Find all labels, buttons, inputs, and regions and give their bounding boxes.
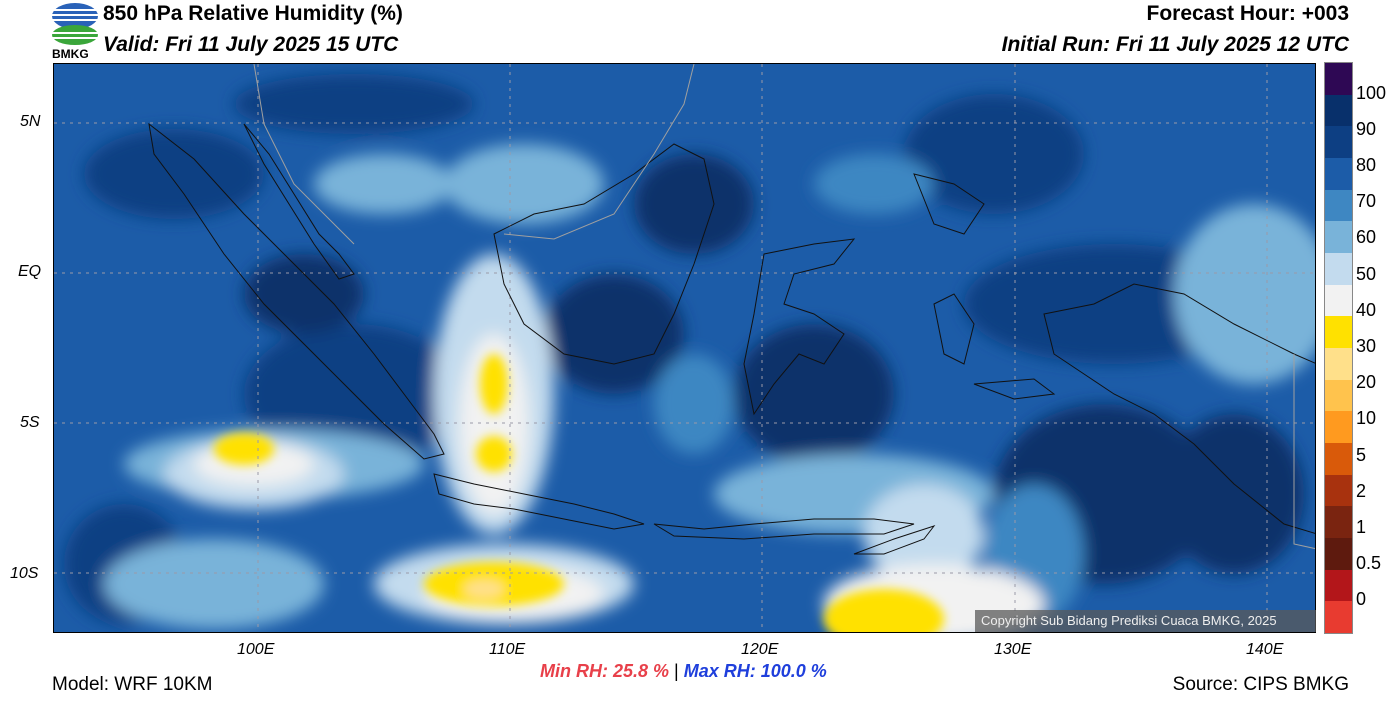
colorbar-cell: [1325, 569, 1352, 602]
colorbar-cell: [1325, 189, 1352, 222]
colorbar-label: 90: [1356, 118, 1377, 139]
colorbar-label: 5: [1356, 444, 1367, 465]
minmax-readout: Min RH: 25.8 % | Max RH: 100.0 %: [540, 661, 827, 682]
colorbar-label: 50: [1356, 263, 1377, 284]
lon-label-120e: 120E: [741, 641, 779, 658]
colorbar-cell: [1325, 221, 1352, 253]
colorbar-label: 100: [1356, 82, 1387, 103]
colorbar-label: 30: [1356, 336, 1377, 356]
colorbar-cell: [1325, 316, 1352, 348]
lon-label-110e: 110E: [489, 641, 526, 658]
colorbar-cell: [1325, 474, 1352, 507]
colorbar-label: 40: [1356, 299, 1377, 320]
valid-time: Valid: Fri 11 July 2025 15 UTC: [103, 33, 399, 56]
dry-patches: [214, 354, 944, 632]
colorbar-label: 60: [1356, 227, 1377, 248]
colorbar-cell: [1325, 126, 1352, 158]
colorbar-cell: [1325, 252, 1352, 285]
map-canvas: [54, 64, 1315, 632]
colorbar-label: 0: [1356, 589, 1367, 610]
colorbar-cell: [1325, 601, 1352, 633]
lon-label-100e: 100E: [237, 641, 275, 658]
lat-label-10s: 10S: [10, 565, 39, 582]
bmkg-logo: [50, 2, 100, 60]
colorbar-cell: [1325, 379, 1352, 412]
colorbar-cell: [1325, 63, 1352, 95]
colorbar-cell: [1325, 506, 1352, 538]
colorbar-label: 70: [1356, 191, 1377, 212]
source-label: Source: CIPS BMKG: [1172, 674, 1349, 695]
colorbar-label: 10: [1356, 408, 1377, 429]
colorbar-cell: [1325, 94, 1352, 127]
forecast-hour: Forecast Hour: +003: [1146, 2, 1350, 25]
colorbar-label: 80: [1356, 155, 1377, 176]
minmax-separator: |: [674, 661, 679, 681]
colorbar-cell: [1325, 284, 1352, 317]
colorbar-label: 0.5: [1356, 553, 1382, 574]
colorbar-cell: [1325, 347, 1352, 380]
colorbar-cell: [1325, 537, 1352, 570]
copyright-box: Copyright Sub Bidang Prediksi Cuaca BMKG…: [975, 610, 1316, 632]
colorbar-label: 1: [1356, 516, 1367, 537]
borders: [253, 64, 1315, 550]
colorbar-cell: [1325, 411, 1352, 443]
lon-label-130e: 130E: [994, 641, 1032, 658]
min-rh: Min RH: 25.8 %: [540, 661, 670, 681]
logo-text: BMKG: [52, 47, 89, 61]
lat-label-5n: 5N: [20, 113, 41, 130]
colorbar-label: 2: [1356, 480, 1367, 501]
lon-label-140e: 140E: [1246, 641, 1284, 658]
lat-label-eq: EQ: [18, 263, 42, 280]
colorbar: [1324, 62, 1353, 634]
lat-label-5s: 5S: [20, 414, 40, 431]
model-label: Model: WRF 10KM: [52, 674, 213, 695]
humidity-map[interactable]: [53, 63, 1316, 633]
coastlines: [148, 122, 1315, 555]
max-rh: Max RH: 100.0 %: [683, 661, 827, 681]
initial-run: Initial Run: Fri 11 July 2025 12 UTC: [1001, 33, 1349, 56]
chart-title: 850 hPa Relative Humidity (%): [103, 2, 403, 25]
colorbar-cell: [1325, 157, 1352, 190]
graticule: [54, 64, 1315, 632]
colorbar-label: 20: [1356, 372, 1377, 393]
colorbar-cell: [1325, 442, 1352, 475]
